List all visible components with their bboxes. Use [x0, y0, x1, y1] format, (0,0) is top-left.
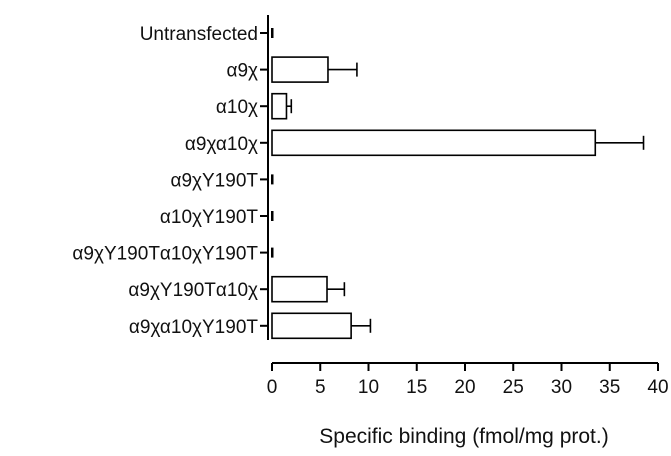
- x-tick-label: 35: [599, 377, 620, 398]
- x-tick-label: 5: [315, 377, 326, 398]
- category-label: α10χ: [216, 97, 258, 118]
- x-tick-label: 15: [406, 377, 427, 398]
- bar: [271, 312, 352, 340]
- category-labels-group: Untransfectedα9χα10χα9χα10χα9χY190Tα10χY…: [72, 24, 258, 338]
- category-label: α9χY190T: [170, 170, 258, 191]
- category-label: α9χα10χ: [185, 134, 258, 155]
- bar: [271, 174, 274, 185]
- x-axis-title: Specific binding (fmol/mg prot.): [319, 425, 608, 448]
- category-label: α9χY190Tα10χ: [128, 280, 258, 301]
- x-axis: 0 5 10 15 20 25 30 35 40: [267, 362, 669, 398]
- y-axis: [260, 15, 269, 340]
- error-bars-group: [286, 62, 645, 333]
- category-label: Untransfected: [140, 24, 258, 45]
- category-label: α9χY190Tα10χY190T: [72, 244, 258, 265]
- x-tick-label: 40: [647, 377, 668, 398]
- x-tick-label: 10: [358, 377, 379, 398]
- x-tick-label: 25: [503, 377, 524, 398]
- bars-group: [271, 28, 597, 340]
- category-label: α9χ: [226, 61, 258, 82]
- bar: [271, 211, 274, 221]
- x-tick-label: 20: [454, 377, 475, 398]
- bar: [271, 92, 288, 120]
- bar: [271, 56, 329, 83]
- x-tick-label: 0: [267, 377, 278, 398]
- category-label: α10χY190T: [160, 207, 258, 228]
- category-label: α9χα10χY190T: [129, 317, 258, 338]
- bar: [271, 275, 328, 303]
- bar: [271, 129, 597, 157]
- x-tick-label: 30: [551, 377, 572, 398]
- bar: [271, 247, 274, 258]
- bar: [271, 28, 274, 38]
